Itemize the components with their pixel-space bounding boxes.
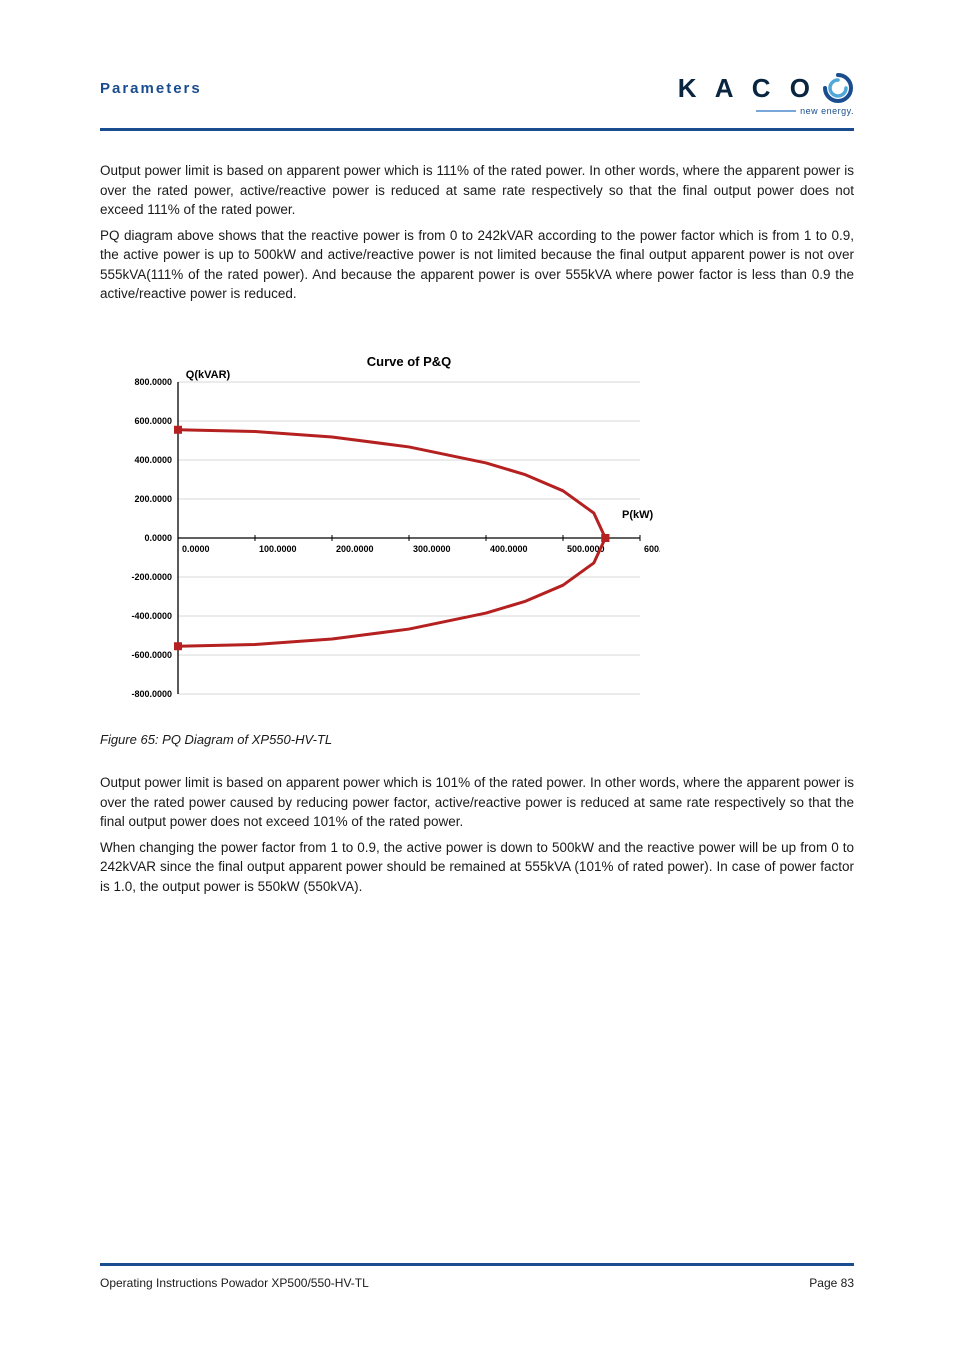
footer-left: Operating Instructions Powador XP500/550… xyxy=(100,1276,369,1290)
paragraph-2: PQ diagram above shows that the reactive… xyxy=(100,226,854,304)
figure-caption: Figure 65: PQ Diagram of XP550-HV-TL xyxy=(100,732,854,747)
page-header: Parameters K A C O new energy. xyxy=(100,80,854,131)
svg-text:-800.0000: -800.0000 xyxy=(131,689,172,699)
logo-swirl-icon xyxy=(822,72,854,104)
svg-text:Curve of P&Q: Curve of P&Q xyxy=(367,354,452,369)
svg-text:300.0000: 300.0000 xyxy=(413,544,451,554)
brand-logo: K A C O new energy. xyxy=(678,72,854,116)
svg-text:-400.0000: -400.0000 xyxy=(131,611,172,621)
svg-text:600.0000: 600.0000 xyxy=(134,416,172,426)
svg-text:P(kW): P(kW) xyxy=(622,509,654,521)
page-footer: Operating Instructions Powador XP500/550… xyxy=(100,1263,854,1290)
paragraph-4: When changing the power factor from 1 to… xyxy=(100,838,854,897)
svg-text:800.0000: 800.0000 xyxy=(134,377,172,387)
svg-text:600.0000: 600.0000 xyxy=(644,544,660,554)
svg-text:400.0000: 400.0000 xyxy=(134,455,172,465)
svg-text:-200.0000: -200.0000 xyxy=(131,572,172,582)
logo-text: K A C O xyxy=(678,73,816,104)
logo-sub-line xyxy=(756,110,796,112)
svg-text:100.0000: 100.0000 xyxy=(259,544,297,554)
svg-text:Q(kVAR): Q(kVAR) xyxy=(186,369,231,381)
logo-tagline: new energy. xyxy=(800,106,854,116)
header-title: Parameters xyxy=(100,80,202,103)
svg-text:200.0000: 200.0000 xyxy=(134,494,172,504)
svg-text:200.0000: 200.0000 xyxy=(336,544,374,554)
svg-text:0.0000: 0.0000 xyxy=(144,533,172,543)
svg-text:-600.0000: -600.0000 xyxy=(131,650,172,660)
pq-chart: Curve of P&Q Q(kVAR) 800.0000 600.0000 400.0… xyxy=(100,348,660,718)
paragraph-1: Output power limit is based on apparent … xyxy=(100,161,854,220)
svg-text:400.0000: 400.0000 xyxy=(490,544,528,554)
svg-text:0.0000: 0.0000 xyxy=(182,544,210,554)
paragraph-3: Output power limit is based on apparent … xyxy=(100,773,854,832)
footer-right: Page 83 xyxy=(809,1276,854,1290)
